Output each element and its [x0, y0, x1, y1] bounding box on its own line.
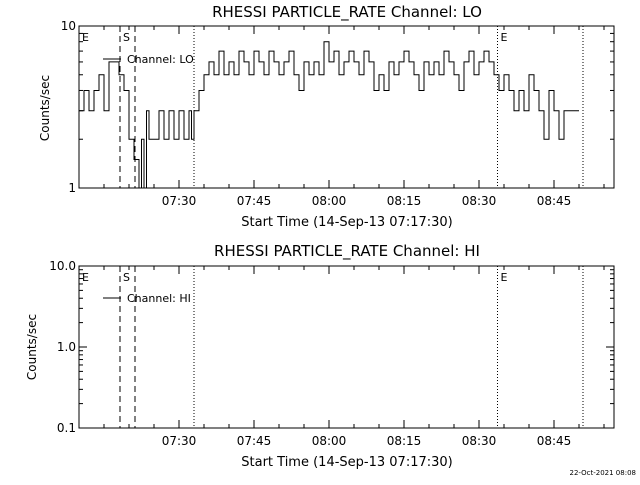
bottom-marker-label: E [501, 271, 508, 284]
top-series-line [79, 41, 579, 189]
top-xtick-label: 07:30 [162, 194, 197, 208]
top-legend-label: Channel: LO [127, 53, 194, 66]
top-chart-title: RHESSI PARTICLE_RATE Channel: LO [212, 3, 482, 22]
bottom-xtick-label: 07:45 [237, 434, 272, 448]
bottom-xtick-label: 08:15 [387, 434, 422, 448]
top-xtick-label: 08:30 [462, 194, 497, 208]
bottom-xtick-label: 08:30 [462, 434, 497, 448]
bottom-chart-ylabel: Counts/sec [25, 314, 39, 380]
bottom-marker-label: E [82, 271, 89, 284]
footer-timestamp: 22-Oct-2021 08:08 [570, 469, 636, 477]
top-marker-label: E [501, 31, 508, 44]
bottom-chart-xlabel: Start Time (14-Sep-13 07:17:30) [241, 455, 452, 470]
top-ytick-label: 10 [61, 19, 76, 33]
bottom-ytick-label: 1.0 [57, 340, 76, 354]
top-xtick-label: 08:15 [387, 194, 422, 208]
bottom-ytick-label: 0.1 [57, 421, 76, 435]
bottom-ytick-label: 10.0 [49, 259, 76, 273]
bottom-chart-title: RHESSI PARTICLE_RATE Channel: HI [214, 242, 480, 261]
bottom-plot-frame [78, 265, 615, 429]
bottom-marker-label: S [123, 271, 130, 284]
top-plot-frame [78, 25, 615, 189]
top-marker-label: E [82, 31, 89, 44]
top-ytick-label: 1 [68, 181, 76, 195]
top-xtick-label: 07:45 [237, 194, 272, 208]
bottom-xtick-label: 07:30 [162, 434, 197, 448]
bottom-xtick-label: 08:00 [312, 434, 347, 448]
top-marker-label: S [123, 31, 130, 44]
top-chart-ylabel: Counts/sec [38, 75, 52, 141]
bottom-legend-label: Channel: HI [127, 292, 191, 305]
top-xtick-label: 08:45 [537, 194, 572, 208]
top-xtick-label: 08:00 [312, 194, 347, 208]
bottom-xtick-label: 08:45 [537, 434, 572, 448]
top-chart-xlabel: Start Time (14-Sep-13 07:17:30) [241, 215, 452, 230]
